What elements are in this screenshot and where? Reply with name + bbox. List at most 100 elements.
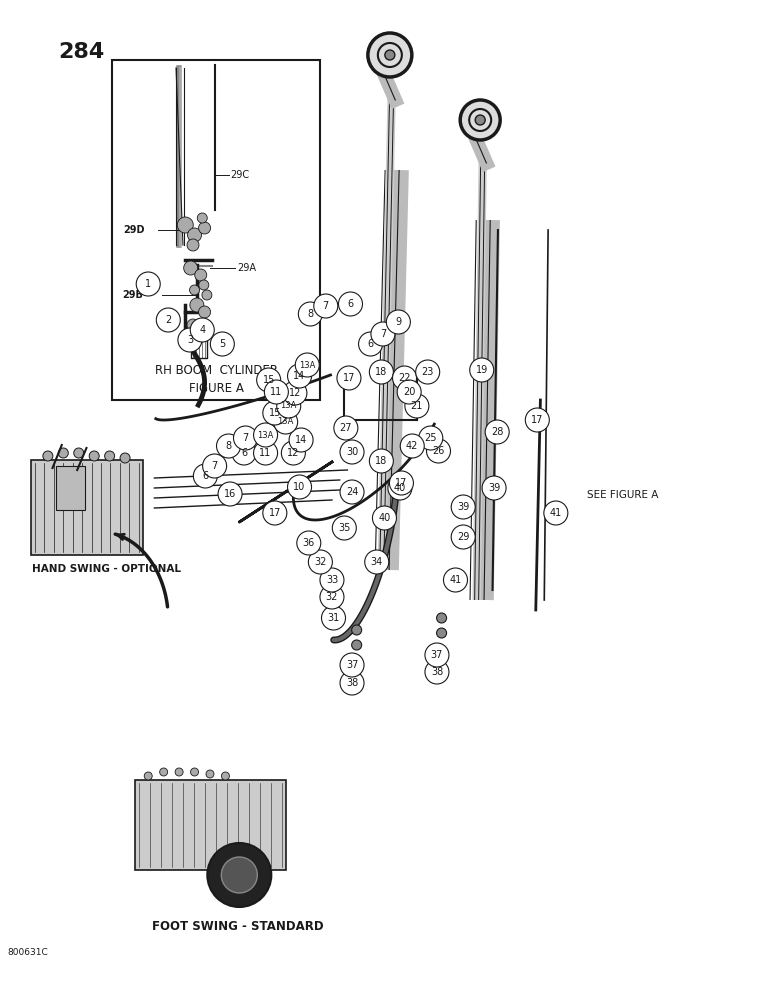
Text: 17: 17 [269,508,281,518]
Circle shape [256,368,281,392]
Circle shape [262,401,287,425]
Circle shape [222,772,229,780]
Circle shape [202,454,227,478]
Text: FOOT SWING - STANDARD: FOOT SWING - STANDARD [152,920,323,933]
Text: 7: 7 [242,433,249,443]
Circle shape [178,217,193,233]
Circle shape [386,310,411,334]
Text: 39: 39 [457,502,469,512]
Circle shape [340,480,364,504]
Circle shape [385,50,394,60]
Circle shape [59,448,68,458]
Circle shape [451,495,476,519]
Circle shape [352,625,361,635]
Circle shape [210,332,235,356]
Text: 41: 41 [550,508,562,518]
Circle shape [281,441,306,465]
Text: 8: 8 [307,309,313,319]
Text: 21: 21 [411,401,423,411]
Circle shape [264,380,289,404]
Text: 11: 11 [259,448,272,458]
Bar [135,780,286,870]
Circle shape [320,568,344,592]
Circle shape [199,280,208,290]
Text: 34: 34 [371,557,383,567]
Text: 6: 6 [347,299,354,309]
Circle shape [74,448,83,458]
Text: 28: 28 [491,427,503,437]
Text: 4: 4 [199,325,205,335]
Text: 12: 12 [289,388,301,398]
Text: 29D: 29D [124,225,145,235]
Circle shape [175,768,183,776]
Circle shape [195,269,207,281]
Text: 29B: 29B [122,290,143,300]
Circle shape [287,475,312,499]
Text: 10: 10 [293,482,306,492]
Circle shape [120,453,130,463]
Circle shape [320,585,344,609]
Text: 32: 32 [314,557,327,567]
Text: 20: 20 [403,387,415,397]
Circle shape [485,420,510,444]
Circle shape [340,671,364,695]
Text: 38: 38 [431,667,443,677]
Circle shape [388,476,412,500]
Text: 37: 37 [346,660,358,670]
Circle shape [397,380,422,404]
Circle shape [190,318,215,342]
Text: 7: 7 [323,301,329,311]
Circle shape [443,568,468,592]
Circle shape [469,358,494,382]
Text: 40: 40 [378,513,391,523]
Text: 6: 6 [367,339,374,349]
Circle shape [233,426,258,450]
Text: 40: 40 [394,483,406,493]
Circle shape [184,261,198,275]
Circle shape [337,366,361,390]
Circle shape [369,449,394,473]
Text: FIGURE A: FIGURE A [188,381,244,394]
Text: HAND SWING - OPTIONAL: HAND SWING - OPTIONAL [32,564,181,574]
Circle shape [287,364,312,388]
Text: 13A: 13A [277,418,294,426]
Text: 32: 32 [326,592,338,602]
Text: 24: 24 [346,487,358,497]
Circle shape [295,353,320,377]
Circle shape [364,550,389,574]
Text: 1: 1 [145,279,151,289]
Text: 13A: 13A [280,401,297,410]
Circle shape [389,471,414,495]
Circle shape [198,213,207,223]
Text: 284: 284 [58,42,104,62]
Circle shape [253,441,278,465]
Circle shape [368,33,411,77]
Circle shape [425,660,449,684]
Text: 19: 19 [476,365,488,375]
Circle shape [298,302,323,326]
Text: 29A: 29A [237,263,256,273]
Circle shape [352,640,361,650]
Circle shape [216,434,241,458]
Text: 35: 35 [338,523,350,533]
Circle shape [156,308,181,332]
Circle shape [451,525,476,549]
Text: 6: 6 [241,448,247,458]
Circle shape [206,770,214,778]
Text: 26: 26 [432,446,445,456]
Circle shape [190,298,204,312]
Circle shape [392,366,417,390]
Circle shape [418,426,443,450]
Circle shape [144,772,152,780]
Text: 3: 3 [187,335,193,345]
Circle shape [218,482,242,506]
Text: 17: 17 [531,415,543,425]
Circle shape [90,451,99,461]
Circle shape [378,43,402,67]
Text: 41: 41 [449,575,462,585]
Circle shape [188,228,201,242]
Circle shape [426,439,451,463]
Text: 18: 18 [375,456,388,466]
Circle shape [372,506,397,530]
Bar [31,460,143,555]
